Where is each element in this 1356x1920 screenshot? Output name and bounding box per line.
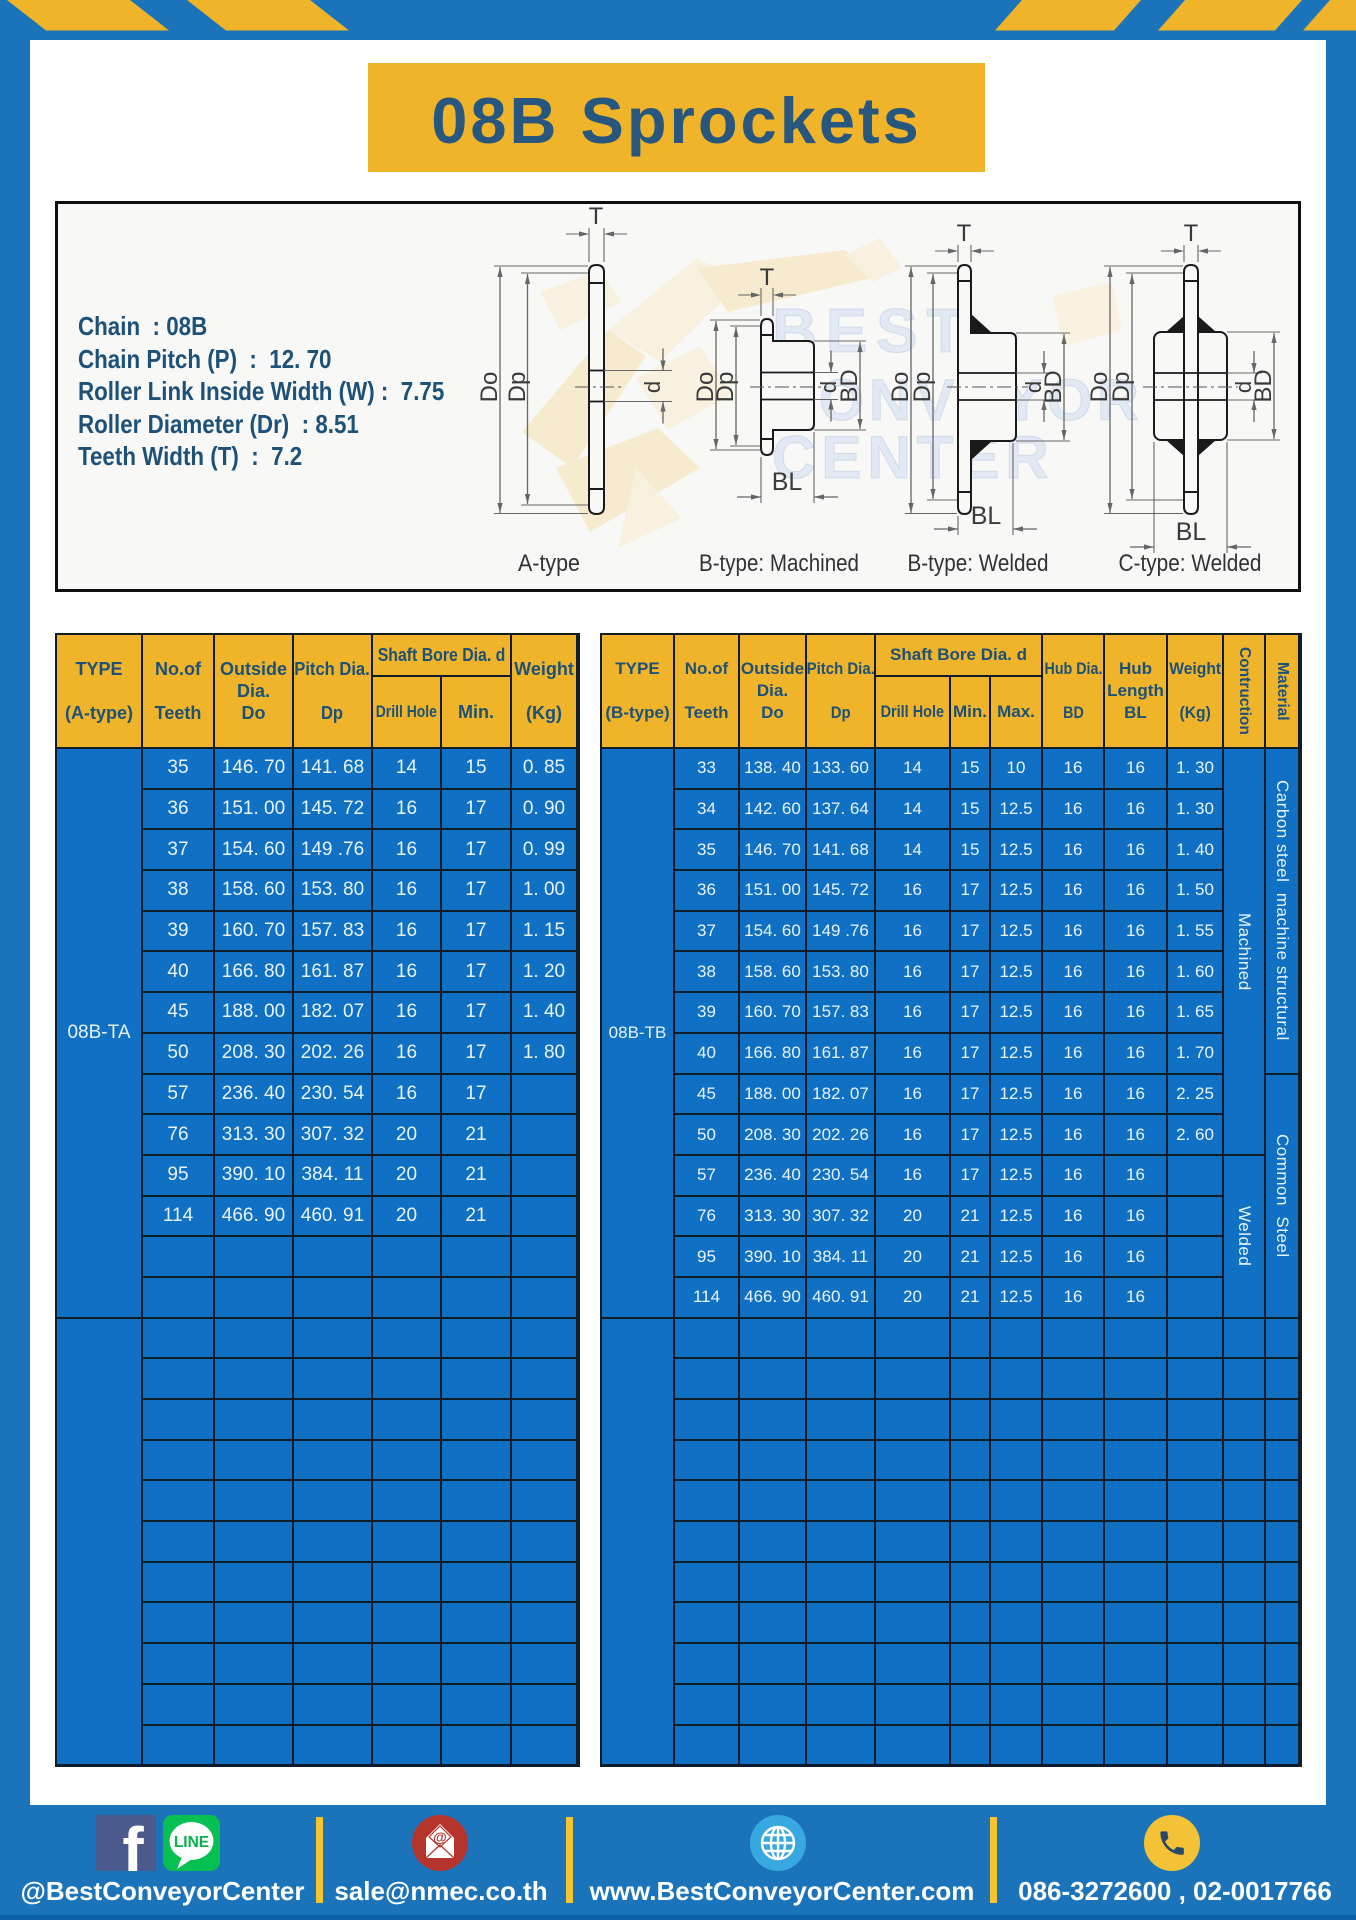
svg-text:@: @ <box>433 1829 447 1845</box>
svg-text:f: f <box>122 1815 144 1872</box>
svg-text:LINE: LINE <box>174 1834 209 1851</box>
